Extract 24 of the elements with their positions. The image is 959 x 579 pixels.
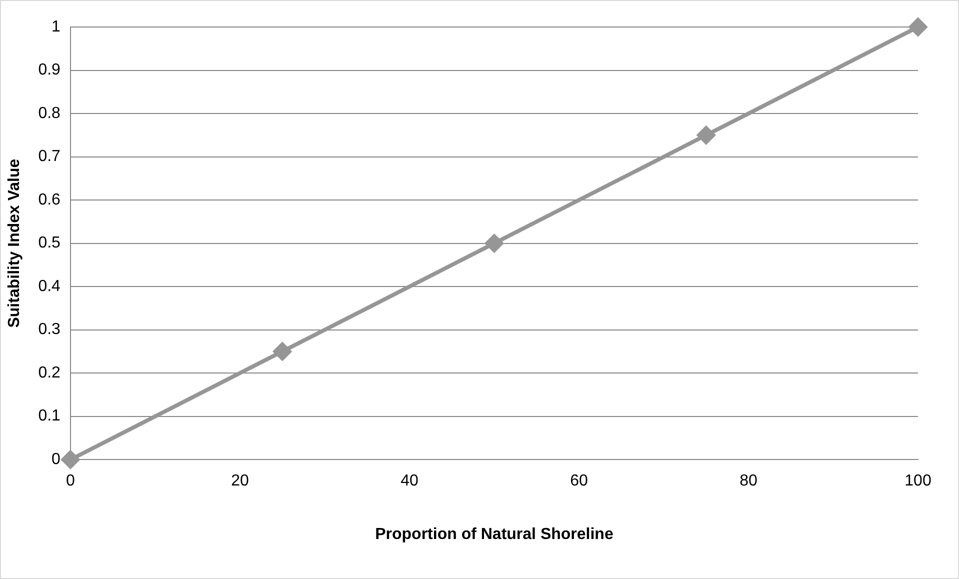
y-tick-label: 0.8 bbox=[38, 104, 61, 122]
y-tick-label: 0.3 bbox=[38, 321, 61, 338]
y-tick-label: 0.1 bbox=[38, 408, 61, 425]
point bbox=[909, 18, 927, 36]
y-tick-label: 0 bbox=[52, 451, 61, 468]
x-tick-label: 60 bbox=[570, 472, 588, 490]
y-tick-label: 0.2 bbox=[38, 364, 61, 382]
x-tick-label: 100 bbox=[904, 472, 932, 490]
y-axis-title: Suitability Index Value bbox=[6, 158, 24, 328]
y-tick-label: 0.9 bbox=[38, 62, 61, 79]
point bbox=[697, 126, 716, 144]
x-axis-title: Proportion of Natural Shoreline bbox=[375, 526, 614, 543]
y-tick-label: 1 bbox=[52, 18, 61, 36]
y-tick-label: 0.5 bbox=[38, 234, 61, 252]
point bbox=[485, 234, 504, 252]
x-tick-label: 20 bbox=[231, 472, 249, 490]
point bbox=[273, 342, 292, 360]
x-tick-label: 40 bbox=[400, 472, 418, 490]
y-tick-label: 0.7 bbox=[38, 148, 61, 166]
point bbox=[61, 450, 80, 469]
x-tick-label: 0 bbox=[66, 472, 75, 490]
y-tick-label: 0.6 bbox=[38, 191, 61, 208]
x-tick-label: 80 bbox=[740, 472, 758, 490]
y-tick-label: 0.4 bbox=[38, 278, 61, 295]
